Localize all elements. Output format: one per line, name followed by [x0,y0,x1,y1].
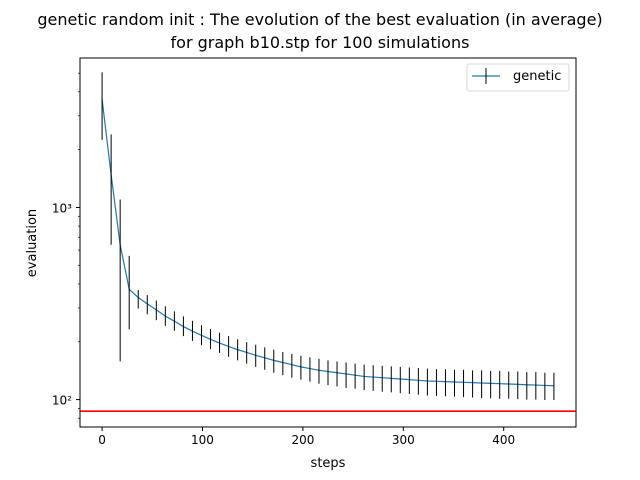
y-tick-label: 10³ [52,201,72,215]
x-tick-label: 400 [492,433,515,447]
y-axis-label: evaluation [25,209,40,277]
x-tick-label: 0 [98,433,106,447]
x-tick-label: 200 [291,433,314,447]
chart-subtitle: for graph b10.stp for 100 simulations [170,33,470,52]
axes-frame [79,57,577,428]
series-line-genetic [101,99,554,387]
chart-title: genetic random init : The evolution of t… [37,10,603,29]
legend-series-label: genetic [513,69,561,84]
y-tick-label: 10² [52,394,72,408]
x-tick-label: 300 [392,433,415,447]
plot-content [80,72,576,413]
legend-box [466,63,570,92]
legend: genetic [466,63,570,92]
x-axis-label: steps [311,456,346,471]
x-tick-label: 100 [191,433,214,447]
axes-layer: 0 100 200 300 400 10² 10³ [52,57,577,447]
